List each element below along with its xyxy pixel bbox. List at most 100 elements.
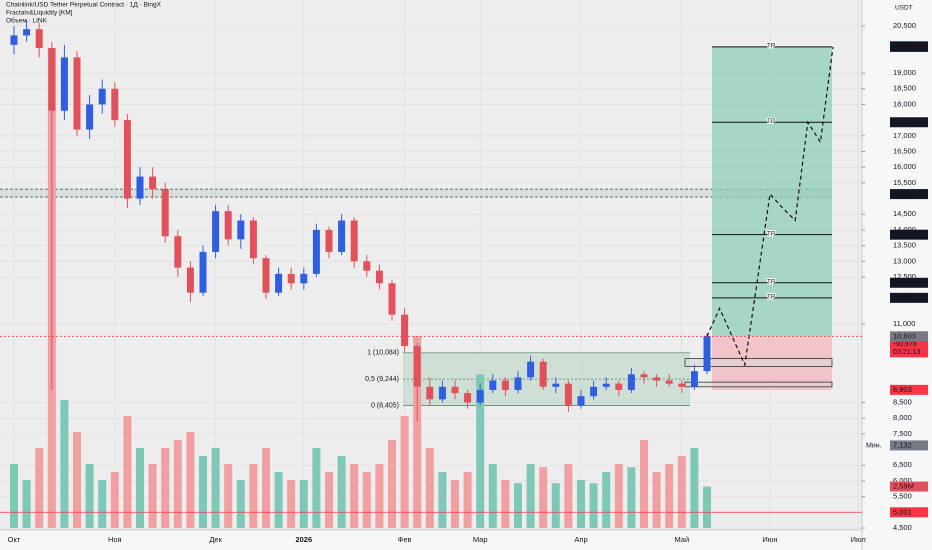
- price-tag-label: 13,849: [893, 230, 916, 239]
- volume-bar: [211, 448, 220, 528]
- volume-bar: [173, 440, 182, 528]
- fib-label: 0 (8,405): [371, 402, 399, 409]
- volume-tag-label: 2,59M: [893, 482, 914, 491]
- volume-bar: [413, 336, 422, 528]
- chart-title: Chainlink/USD Tether Perpetual Contract …: [6, 2, 162, 9]
- candle-body: [60, 57, 68, 111]
- price-tag: [890, 331, 928, 342]
- y-tick-label: 15,500: [893, 178, 916, 187]
- x-tick-label: Апр: [574, 535, 587, 544]
- volume-bar: [514, 483, 522, 528]
- candle-body: [413, 346, 421, 387]
- volume-tag: [890, 481, 928, 492]
- indicator-label: Fractals&Liquidity [KM]: [6, 10, 73, 17]
- price-axis-bg: [862, 0, 932, 550]
- candle-body: [98, 88, 106, 105]
- candle-body: [375, 270, 383, 284]
- y-tick-label: 18,000: [893, 99, 916, 108]
- target-zone: [712, 46, 832, 337]
- price-tag: [890, 507, 928, 518]
- volume-bar: [501, 480, 510, 528]
- volume-bar: [287, 480, 296, 528]
- y-tick-label: 13,500: [893, 241, 916, 250]
- volume-bar: [438, 472, 447, 528]
- volume-bar: [551, 483, 560, 528]
- candle-body: [338, 220, 346, 252]
- y-tick-label: 7,500: [893, 429, 912, 438]
- candle-body: [325, 229, 333, 252]
- candle-body: [174, 236, 182, 268]
- y-tick-label: 12,500: [893, 272, 916, 281]
- y-tick-label: 6,000: [893, 476, 912, 485]
- liquidity-zone: [0, 189, 832, 197]
- volume-bar: [451, 480, 459, 528]
- volume-bar: [35, 448, 44, 528]
- candle-body: [627, 374, 635, 390]
- candle-body: [48, 47, 56, 111]
- volume-bar: [400, 416, 409, 528]
- price-tag: [890, 229, 928, 240]
- x-tick-label: Дек: [209, 535, 222, 544]
- y-tick-label: 8,500: [893, 397, 912, 406]
- candle-body: [287, 273, 295, 284]
- volume-bar: [614, 464, 623, 528]
- candle-body: [73, 57, 81, 130]
- volume-bar: [640, 440, 648, 528]
- tp-label: TP: [767, 118, 775, 125]
- candle-body: [451, 386, 459, 394]
- price-tag-label: 7,132: [893, 440, 912, 449]
- candle-body: [312, 229, 320, 274]
- candle-body: [10, 35, 18, 45]
- volume-bar: [577, 480, 585, 528]
- projection-path: [706, 46, 834, 367]
- price-tag-label: 19,834: [893, 42, 916, 51]
- price-tag: [890, 277, 928, 288]
- candle-body: [564, 383, 572, 406]
- price-tag: [890, 292, 928, 303]
- candle-body: [224, 211, 232, 240]
- candle-body: [514, 377, 522, 390]
- volume-bar: [123, 416, 132, 528]
- volume-bar: [665, 464, 674, 528]
- volume-bar: [73, 432, 81, 528]
- volume-bar: [98, 480, 107, 528]
- volume-bar: [136, 448, 144, 528]
- volume-bar: [375, 464, 384, 528]
- y-tick-label: 19,000: [893, 68, 916, 77]
- candle-body: [388, 283, 396, 315]
- candle-body: [438, 386, 446, 400]
- price-tag: [890, 189, 928, 200]
- price-tag-label: 5,001: [893, 507, 912, 516]
- volume-bar: [703, 486, 711, 528]
- volume-bar: [425, 448, 434, 528]
- candle-body: [690, 371, 698, 387]
- volume-bar: [22, 480, 31, 528]
- candle-body: [527, 361, 535, 378]
- volume-bar: [388, 440, 396, 528]
- price-tag-label: 15,143: [893, 189, 916, 198]
- x-tick-label: Фев: [398, 535, 412, 544]
- candle-body: [136, 176, 144, 199]
- price-tag-label: 11,836: [893, 293, 915, 302]
- time-axis-bg: [0, 530, 862, 550]
- candle-body: [615, 383, 623, 390]
- volume-bar: [10, 464, 18, 528]
- tp-label: TP: [767, 294, 775, 301]
- y-tick-label: 13,000: [893, 256, 916, 265]
- volume-bar: [677, 456, 686, 528]
- volume-bar: [526, 464, 535, 528]
- tp-label: TP: [767, 278, 775, 285]
- volume-bar: [602, 472, 611, 528]
- y-tick-label: 14,000: [893, 225, 916, 234]
- y-tick-label: 16,500: [893, 146, 916, 155]
- price-tag-caption: Мин.: [866, 442, 882, 449]
- candle-body: [539, 361, 547, 387]
- x-tick-label: Мар: [473, 535, 488, 544]
- volume-bar: [199, 456, 207, 528]
- volume-bar: [110, 472, 119, 528]
- candle-body: [149, 176, 157, 190]
- currency-label: USDT: [895, 5, 913, 12]
- y-tick-label: 18,500: [893, 84, 916, 93]
- price-tag: [890, 384, 928, 395]
